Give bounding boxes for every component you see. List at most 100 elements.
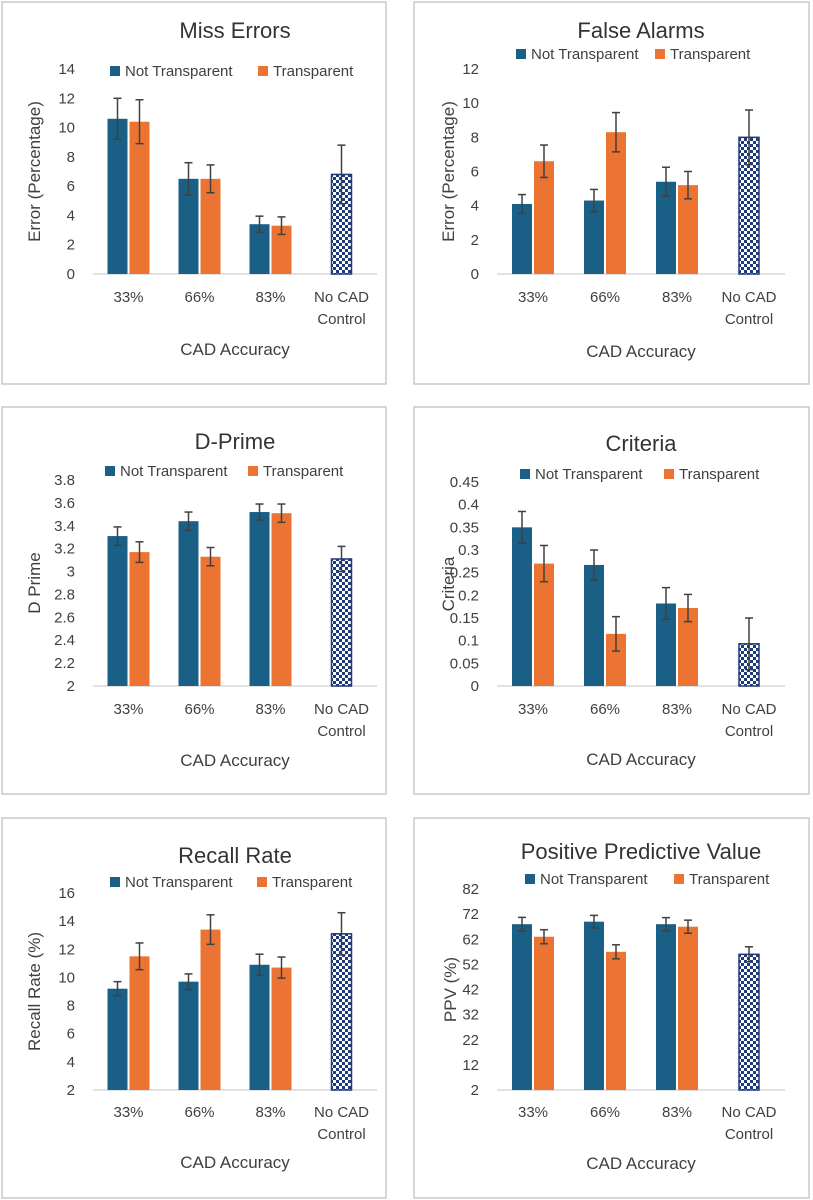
- legend-label-not-transparent: Not Transparent: [535, 466, 643, 483]
- x-category-label: 33%: [113, 1104, 143, 1121]
- chart-panel-3: D-Prime 2 2.2 2.4 2.6 2.8 3 3.2 3.4 3.6 3.8 D Prime…: [1, 406, 387, 795]
- y-axis-label: Criteria: [439, 556, 458, 611]
- legend-swatch-transparent: [258, 66, 268, 76]
- y-tick-label: 0.15: [450, 610, 479, 627]
- bar-transparent-2: [606, 951, 626, 1090]
- bar-not-transparent-1: [107, 988, 128, 1090]
- bar-not-transparent-1: [512, 527, 532, 686]
- y-tick-label: 8: [471, 129, 479, 146]
- legend-label-transparent: Transparent: [263, 463, 344, 480]
- bar-transparent-3: [271, 967, 292, 1090]
- legend-label-transparent: Transparent: [670, 46, 751, 63]
- chart-panel-5: Recall Rate 2 4 6 8 10 12 14 16 Recall Rate (%) 33…: [1, 817, 387, 1199]
- y-tick-label: 0.4: [458, 497, 479, 514]
- x-category-label: 33%: [518, 289, 548, 306]
- y-axis-label: Recall Rate (%): [25, 932, 44, 1051]
- y-tick-label: 2: [67, 237, 75, 254]
- x-category-label: 66%: [590, 289, 620, 306]
- bar-not-transparent-2: [584, 921, 604, 1090]
- y-tick-label: 2.4: [54, 632, 75, 649]
- legend-swatch-transparent: [257, 877, 267, 887]
- x-category-label: No CAD: [721, 701, 776, 718]
- bar-transparent-1: [534, 161, 554, 274]
- x-category-label: 33%: [113, 289, 143, 306]
- legend-swatch-not-transparent: [110, 877, 120, 887]
- chart-title: Recall Rate: [178, 843, 292, 868]
- y-tick-label: 22: [462, 1032, 479, 1049]
- bar-not-transparent-1: [107, 118, 128, 275]
- x-category-label: 83%: [255, 701, 285, 718]
- x-category-label: 66%: [184, 1104, 214, 1121]
- y-tick-label: 0.1: [458, 633, 479, 650]
- x-category-label: 66%: [590, 701, 620, 718]
- y-tick-label: 0.45: [450, 474, 479, 491]
- bar-transparent-3: [271, 513, 292, 686]
- bar-not-transparent-1: [512, 924, 532, 1090]
- legend-label-transparent: Transparent: [689, 871, 770, 888]
- y-tick-label: 0: [471, 678, 479, 695]
- x-category-label: No CAD: [721, 1104, 776, 1121]
- x-axis-label: CAD Accuracy: [180, 1153, 290, 1172]
- y-tick-label: 8: [67, 998, 75, 1015]
- bar-not-transparent-3: [249, 512, 270, 686]
- bar-transparent-2: [200, 556, 221, 686]
- x-category-label: 33%: [113, 701, 143, 718]
- bar-transparent-1: [129, 552, 150, 686]
- y-tick-label: 10: [462, 95, 479, 112]
- y-axis-label: D Prime: [25, 552, 44, 613]
- bar-not-transparent-3: [249, 964, 270, 1090]
- y-tick-label: 14: [58, 61, 75, 78]
- bar-not-transparent-3: [249, 224, 270, 274]
- x-axis-label: CAD Accuracy: [586, 1154, 696, 1173]
- x-axis-label: CAD Accuracy: [180, 751, 290, 770]
- y-tick-label: 10: [58, 120, 75, 137]
- legend-label-not-transparent: Not Transparent: [125, 63, 233, 80]
- legend-swatch-not-transparent: [105, 466, 115, 476]
- legend-swatch-not-transparent: [110, 66, 120, 76]
- bar-transparent-1: [129, 956, 150, 1090]
- x-category-label: Control: [725, 311, 773, 328]
- y-tick-label: 12: [462, 1057, 479, 1074]
- x-category-label: 33%: [518, 701, 548, 718]
- x-category-label: 83%: [662, 1104, 692, 1121]
- y-tick-label: 2.6: [54, 609, 75, 626]
- x-category-label: 83%: [662, 289, 692, 306]
- y-tick-label: 3.6: [54, 495, 75, 512]
- y-tick-label: 2.8: [54, 586, 75, 603]
- y-tick-label: 6: [67, 178, 75, 195]
- y-tick-label: 0: [471, 266, 479, 283]
- legend-label-transparent: Transparent: [272, 874, 353, 891]
- chart-title: Positive Predictive Value: [521, 839, 762, 864]
- x-category-label: No CAD: [314, 701, 369, 718]
- bar-not-transparent-3: [656, 603, 676, 686]
- y-tick-label: 3.8: [54, 472, 75, 489]
- x-category-label: No CAD: [314, 1104, 369, 1121]
- legend-swatch-transparent: [655, 49, 665, 59]
- x-category-label: Control: [317, 1126, 365, 1143]
- legend-swatch-transparent: [664, 469, 674, 479]
- legend-label-transparent: Transparent: [679, 466, 760, 483]
- y-tick-label: 82: [462, 881, 479, 898]
- bar-not-transparent-3: [656, 924, 676, 1090]
- legend-label-not-transparent: Not Transparent: [540, 871, 648, 888]
- x-category-label: 33%: [518, 1104, 548, 1121]
- y-axis-label: PPV (%): [441, 957, 460, 1022]
- y-tick-label: 3.4: [54, 518, 75, 535]
- chart-frame: [413, 406, 810, 795]
- chart-panel-4: Criteria 0 0.05 0.1 0.15 0.2 0.25 0.3 0.35 0.4 0.4…: [413, 406, 810, 795]
- x-category-label: No CAD: [721, 289, 776, 306]
- x-axis-label: CAD Accuracy: [180, 340, 290, 359]
- chart-title: Miss Errors: [179, 18, 290, 43]
- bar-not-transparent-2: [178, 178, 199, 274]
- legend-swatch-not-transparent: [516, 49, 526, 59]
- x-category-label: 66%: [184, 289, 214, 306]
- legend-swatch-not-transparent: [520, 469, 530, 479]
- legend-swatch-not-transparent: [525, 874, 535, 884]
- y-tick-label: 0.25: [450, 565, 479, 582]
- bar-no-cad-control: [738, 953, 760, 1091]
- y-tick-label: 0.3: [458, 542, 479, 559]
- bar-no-cad-control: [330, 933, 353, 1091]
- x-category-label: Control: [725, 1126, 773, 1143]
